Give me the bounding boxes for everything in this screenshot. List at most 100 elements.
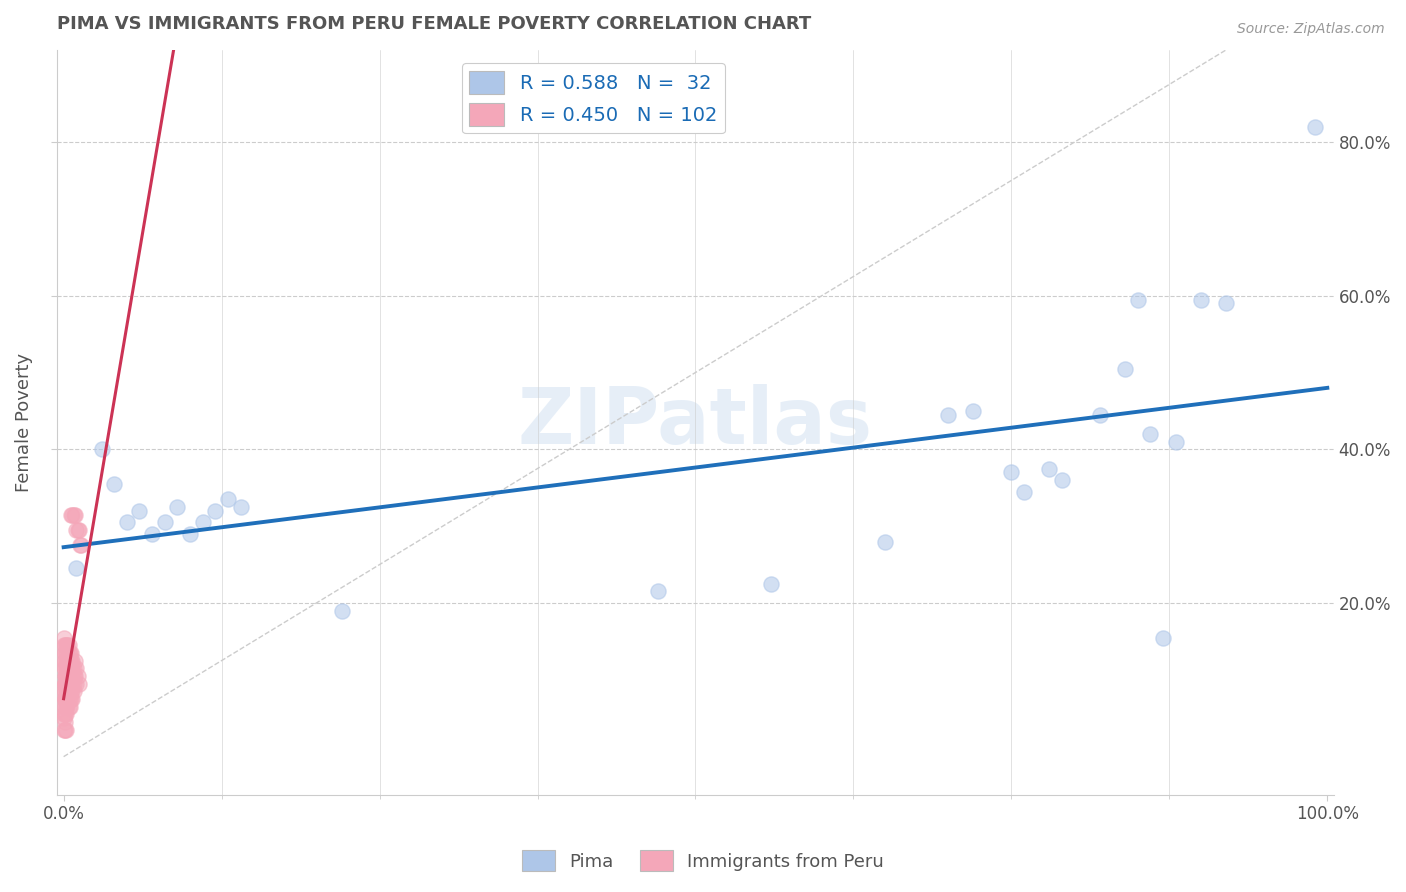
Point [62, 661, 84, 675]
Point [330, 604, 353, 618]
Point [1088, 408, 1111, 422]
Point [53, 723, 76, 737]
Point [70, 538, 93, 552]
Point [62, 692, 84, 706]
Point [141, 526, 163, 541]
Text: Source: ZipAtlas.com: Source: ZipAtlas.com [1237, 22, 1385, 37]
Point [179, 526, 201, 541]
Point [90, 442, 112, 457]
Point [55, 638, 77, 652]
Legend: Pima, Immigrants from Peru: Pima, Immigrants from Peru [515, 843, 891, 879]
Point [55, 699, 77, 714]
Point [52, 654, 75, 668]
Point [63, 654, 86, 668]
Point [58, 654, 80, 668]
Point [1126, 293, 1149, 307]
Point [58, 684, 80, 698]
Y-axis label: Female Poverty: Female Poverty [15, 353, 32, 492]
Point [62, 684, 84, 698]
Legend: R = 0.588   N =  32, R = 0.450   N = 102: R = 0.588 N = 32, R = 0.450 N = 102 [461, 63, 725, 134]
Point [59, 661, 82, 675]
Point [60, 692, 83, 706]
Point [1303, 120, 1326, 134]
Point [58, 646, 80, 660]
Point [873, 534, 896, 549]
Point [58, 669, 80, 683]
Point [1012, 484, 1035, 499]
Point [69, 538, 91, 552]
Point [56, 676, 79, 690]
Point [52, 676, 75, 690]
Point [59, 669, 82, 683]
Point [55, 676, 77, 690]
Point [1189, 293, 1212, 307]
Point [52, 707, 75, 722]
Point [115, 516, 138, 530]
Point [66, 523, 89, 537]
Point [55, 692, 77, 706]
Point [1050, 473, 1073, 487]
Point [229, 500, 252, 514]
Point [166, 500, 188, 514]
Point [62, 669, 84, 683]
Point [56, 661, 79, 675]
Point [60, 676, 83, 690]
Point [52, 684, 75, 698]
Point [58, 699, 80, 714]
Point [56, 676, 79, 690]
Point [53, 676, 76, 690]
Point [58, 661, 80, 675]
Point [60, 661, 83, 675]
Point [62, 684, 84, 698]
Point [55, 707, 77, 722]
Point [1000, 466, 1022, 480]
Point [1215, 296, 1237, 310]
Point [60, 684, 83, 698]
Point [59, 699, 82, 714]
Point [1114, 361, 1136, 376]
Point [60, 646, 83, 660]
Point [53, 654, 76, 668]
Point [62, 508, 84, 522]
Point [53, 676, 76, 690]
Point [60, 654, 83, 668]
Point [53, 669, 76, 683]
Point [56, 646, 79, 660]
Point [59, 676, 82, 690]
Point [59, 654, 82, 668]
Point [56, 654, 79, 668]
Point [63, 669, 86, 683]
Point [56, 638, 79, 652]
Point [56, 699, 79, 714]
Point [56, 692, 79, 706]
Point [962, 404, 984, 418]
Point [128, 504, 150, 518]
Point [53, 692, 76, 706]
Point [62, 676, 84, 690]
Point [53, 669, 76, 683]
Point [153, 516, 176, 530]
Point [60, 508, 83, 522]
Point [53, 646, 76, 660]
Point [53, 692, 76, 706]
Point [53, 699, 76, 714]
Point [63, 508, 86, 522]
Point [62, 654, 84, 668]
Point [60, 669, 83, 683]
Point [67, 523, 90, 537]
Point [52, 631, 75, 645]
Point [65, 661, 87, 675]
Point [55, 684, 77, 698]
Point [55, 661, 77, 675]
Point [55, 723, 77, 737]
Point [58, 676, 80, 690]
Point [53, 707, 76, 722]
Point [55, 654, 77, 668]
Point [62, 676, 84, 690]
Point [52, 646, 75, 660]
Point [58, 638, 80, 652]
Point [58, 669, 80, 683]
Point [55, 669, 77, 683]
Point [66, 669, 89, 683]
Point [62, 508, 84, 522]
